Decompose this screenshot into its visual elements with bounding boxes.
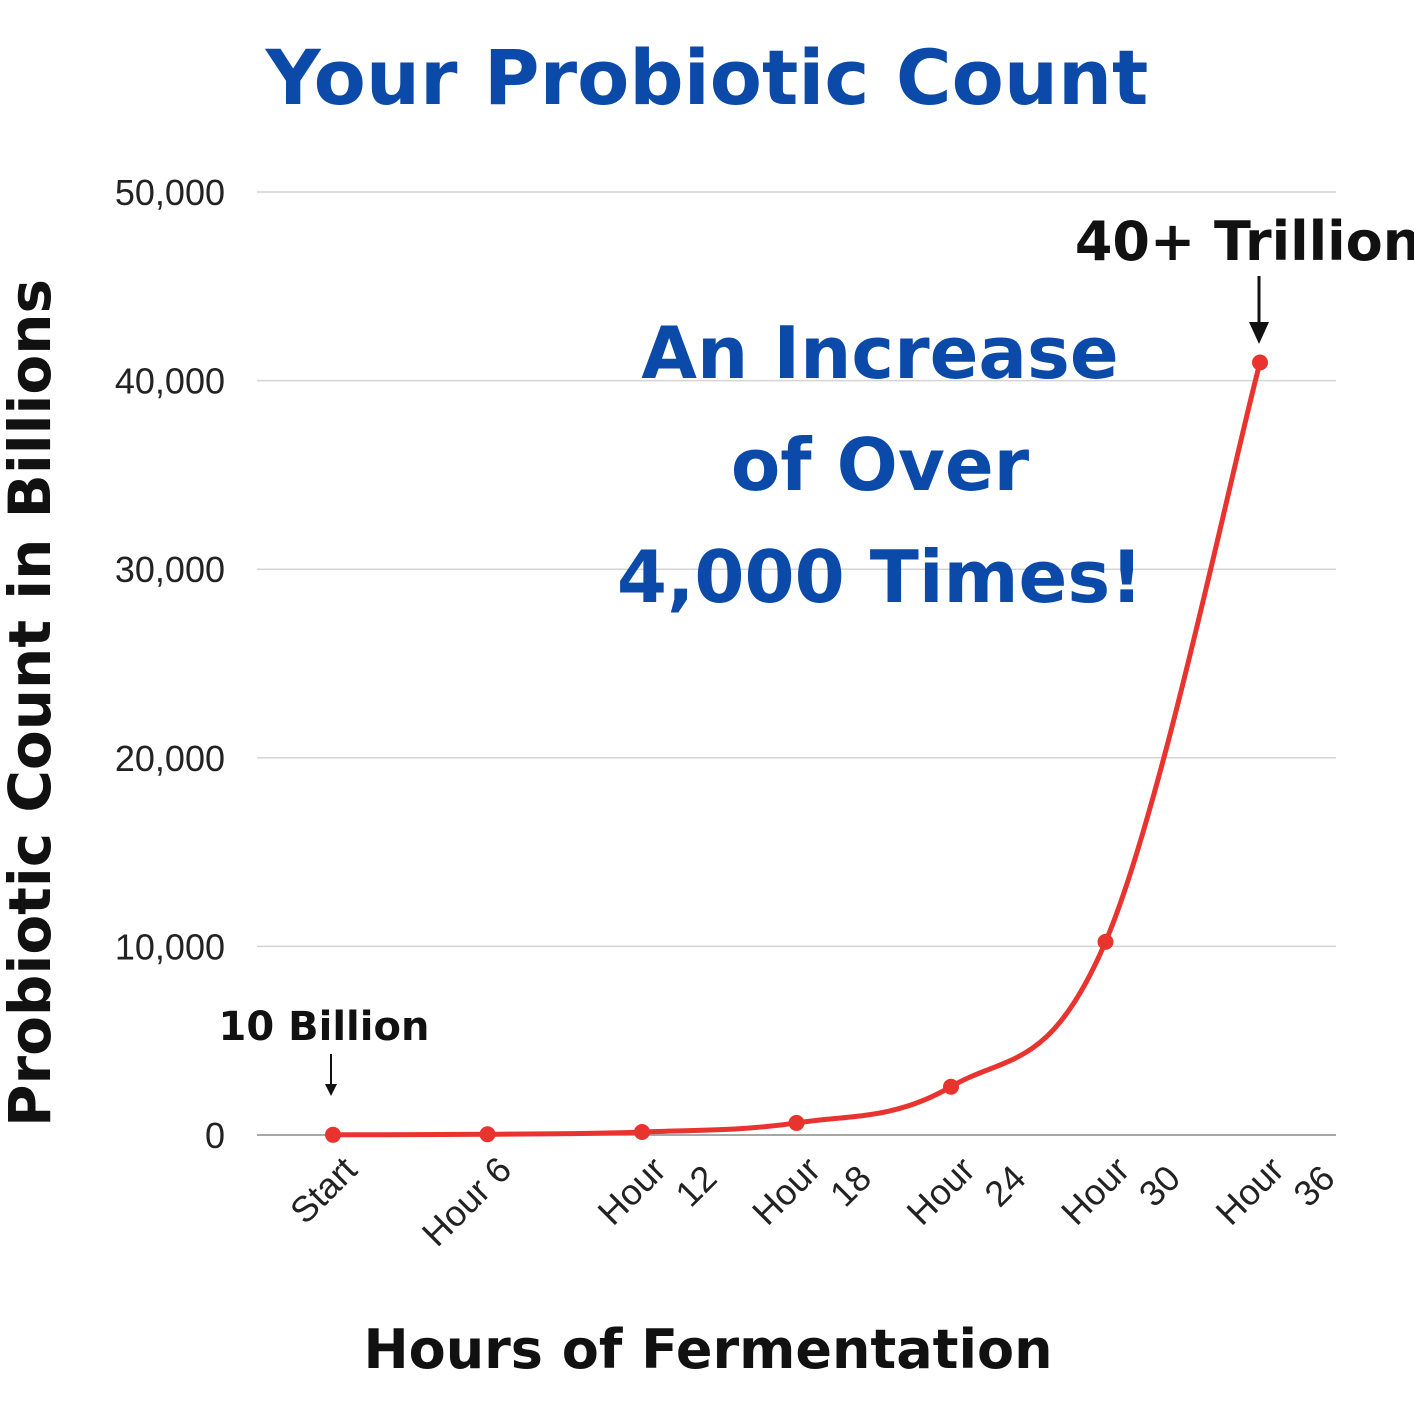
y-axis-ticks: 0 10,000 20,000 30,000 40,000 50,000 xyxy=(115,172,225,1156)
data-points xyxy=(325,354,1268,1143)
x-tick-label-line: 36 xyxy=(1285,1157,1342,1214)
end-callout: 40+ Trillion xyxy=(1075,210,1414,344)
y-tick-label: 10,000 xyxy=(115,926,225,967)
x-tick-label-line: Hour xyxy=(744,1149,828,1233)
end-callout-label: 40+ Trillion xyxy=(1075,210,1414,273)
data-point xyxy=(1097,933,1114,950)
data-point xyxy=(634,1123,650,1140)
x-tick-label-line: Hour 6 xyxy=(414,1149,519,1254)
x-tick-label-line: Hour xyxy=(898,1149,982,1233)
x-tick-label: Hour 6 xyxy=(414,1149,519,1254)
x-tick-label-line: Hour xyxy=(1053,1149,1137,1233)
x-tick-label-line: 30 xyxy=(1131,1157,1188,1214)
y-tick-label: 0 xyxy=(205,1115,225,1156)
x-tick-label-line: Hour xyxy=(589,1149,673,1233)
annotation-line-3: 4,000 Times! xyxy=(617,535,1143,619)
x-tick-label-line: Start xyxy=(282,1149,365,1232)
data-point xyxy=(325,1126,341,1143)
series-line-layer xyxy=(330,359,1263,1138)
start-callout-arrowhead xyxy=(325,1084,337,1096)
x-tick-label-line: 18 xyxy=(822,1157,879,1214)
x-tick-label-line: 24 xyxy=(976,1157,1033,1214)
x-tick-label-line: 12 xyxy=(667,1157,724,1214)
x-axis-label: Hours of Fermentation xyxy=(363,1318,1052,1381)
x-tick-label: Start xyxy=(282,1149,365,1232)
gridlines xyxy=(257,191,1336,1136)
annotation-line-1: An Increase xyxy=(641,311,1118,395)
annotation-line-2: of Over xyxy=(731,423,1030,507)
x-tick-label-line: Hour xyxy=(1207,1149,1291,1233)
y-tick-label: 20,000 xyxy=(115,738,225,779)
data-point xyxy=(943,1078,959,1095)
y-tick-label: 40,000 xyxy=(115,361,225,402)
data-point xyxy=(479,1126,496,1143)
data-point xyxy=(1252,354,1268,371)
series-line xyxy=(330,359,1263,1138)
start-callout-label: 10 Billion xyxy=(219,1004,430,1050)
end-callout-arrowhead xyxy=(1249,322,1269,344)
start-callout: 10 Billion xyxy=(219,1004,430,1096)
y-axis-label: Probiotic Count in Billions xyxy=(0,279,64,1127)
y-tick-label: 50,000 xyxy=(115,172,225,213)
increase-annotation: An Increase of Over 4,000 Times! xyxy=(617,311,1143,619)
chart-title: Your Probiotic Count xyxy=(265,33,1149,122)
data-point xyxy=(788,1114,805,1131)
y-tick-label: 30,000 xyxy=(115,549,225,590)
